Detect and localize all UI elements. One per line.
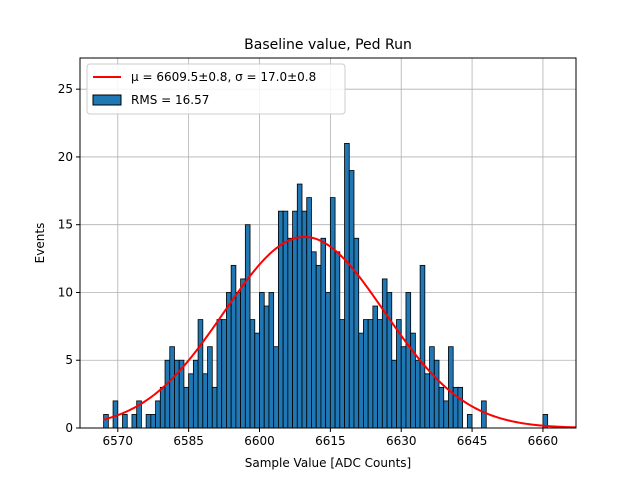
histogram-bar: [292, 210, 298, 429]
legend-hist-label: RMS = 16.57: [131, 93, 209, 107]
histogram-bar: [207, 346, 213, 429]
x-tick-label: 6600: [244, 434, 275, 448]
y-axis-label: Events: [33, 223, 47, 264]
histogram-bar: [334, 251, 341, 429]
y-tick-label: 20: [58, 150, 73, 164]
histogram-bar: [466, 414, 473, 429]
x-axis-label: Sample Value [ADC Counts]: [245, 456, 411, 470]
histogram-bar: [433, 359, 440, 429]
histogram-bar: [230, 264, 237, 429]
histogram-bar: [457, 386, 464, 429]
histogram-bar: [216, 319, 223, 429]
y-tick-label: 5: [65, 353, 73, 367]
plot-frame: [79, 57, 577, 429]
histogram-bar: [353, 237, 360, 429]
histogram-bar: [358, 332, 364, 429]
histogram-bar: [155, 400, 161, 429]
histogram-bar: [259, 292, 265, 429]
histogram-bar: [311, 251, 317, 429]
histogram-bar: [443, 400, 449, 429]
histogram-bar: [301, 210, 308, 429]
histogram-bar: [103, 414, 109, 429]
histogram-bar: [235, 292, 242, 429]
histogram-bar: [386, 292, 393, 429]
histogram-bar: [296, 183, 303, 429]
histogram-bar: [254, 332, 260, 429]
histogram-bar: [244, 224, 251, 429]
histogram-bar: [429, 346, 435, 429]
histogram-bar: [145, 414, 152, 429]
histogram-bar: [164, 359, 171, 429]
x-tick-label: 6630: [386, 434, 417, 448]
histogram-bar: [410, 332, 416, 429]
legend-box: [86, 63, 346, 115]
histogram-bar: [197, 319, 204, 429]
histogram-bar: [188, 373, 194, 429]
histogram-bar: [344, 142, 350, 429]
x-tick-label: 6585: [173, 434, 204, 448]
legend-hist-swatch: [92, 94, 122, 106]
histogram-bar: [268, 292, 275, 429]
y-tick-label: 0: [65, 421, 73, 435]
histogram-bar: [363, 319, 369, 429]
histogram-bar: [391, 359, 397, 429]
y-tick-label: 25: [58, 82, 73, 96]
x-tick-label: 6645: [457, 434, 488, 448]
histogram-bar: [273, 346, 279, 429]
legend: μ = 6609.5±0.8, σ = 17.0±0.8 RMS = 16.57: [86, 63, 346, 115]
histogram-bar: [169, 346, 175, 429]
histogram-bar: [320, 237, 327, 429]
histogram-bar: [226, 292, 232, 429]
histogram-bar: [424, 373, 430, 429]
histogram-bar: [339, 319, 345, 429]
x-tick-label: 6570: [103, 434, 134, 448]
histogram-bar: [414, 359, 421, 429]
histogram-bar: [240, 278, 246, 429]
histogram-bar: [372, 305, 378, 429]
histogram-bar: [381, 278, 388, 429]
histogram-bar: [150, 414, 156, 429]
histogram-bar: [481, 400, 487, 429]
histogram-bar: [325, 292, 331, 429]
y-tick-label: 15: [58, 218, 73, 232]
histogram-bar: [438, 386, 445, 429]
histogram-bar: [405, 292, 412, 429]
histogram-bar: [159, 386, 166, 429]
histogram-bar: [306, 197, 312, 429]
histogram-bar: [122, 414, 128, 429]
histogram-bar: [348, 170, 355, 429]
histogram-bar: [221, 319, 227, 429]
histogram-bar: [287, 237, 293, 429]
histogram-bar: [202, 373, 208, 429]
y-axis-ticks: 0 5 10 15 20 25: [58, 82, 80, 435]
histogram-bar: [329, 197, 336, 429]
histogram-bar: [419, 264, 426, 429]
histogram-bar: [192, 359, 199, 429]
histogram-bar: [377, 319, 383, 429]
histogram-bar: [249, 319, 256, 429]
histogram-bar: [315, 264, 322, 429]
histogram-bar: [211, 386, 218, 429]
histogram-bar: [183, 386, 190, 429]
x-tick-label: 6660: [528, 434, 559, 448]
gaussian-fit-curve: [103, 235, 577, 429]
histogram-bar: [400, 346, 407, 429]
histogram-bar: [263, 305, 270, 429]
x-tick-label: 6615: [315, 434, 346, 448]
histogram-bar: [367, 319, 374, 429]
x-axis-ticks: 6570 6585 6600 6615 6630 6645 6660: [103, 428, 559, 448]
legend-fit-label: μ = 6609.5±0.8, σ = 17.0±0.8: [131, 70, 316, 84]
histogram-bar: [448, 346, 454, 429]
y-tick-label: 10: [58, 285, 73, 299]
histogram-bar: [174, 359, 180, 429]
histogram-bar: [131, 414, 138, 429]
chart-title: Baseline value, Ped Run: [244, 37, 412, 53]
